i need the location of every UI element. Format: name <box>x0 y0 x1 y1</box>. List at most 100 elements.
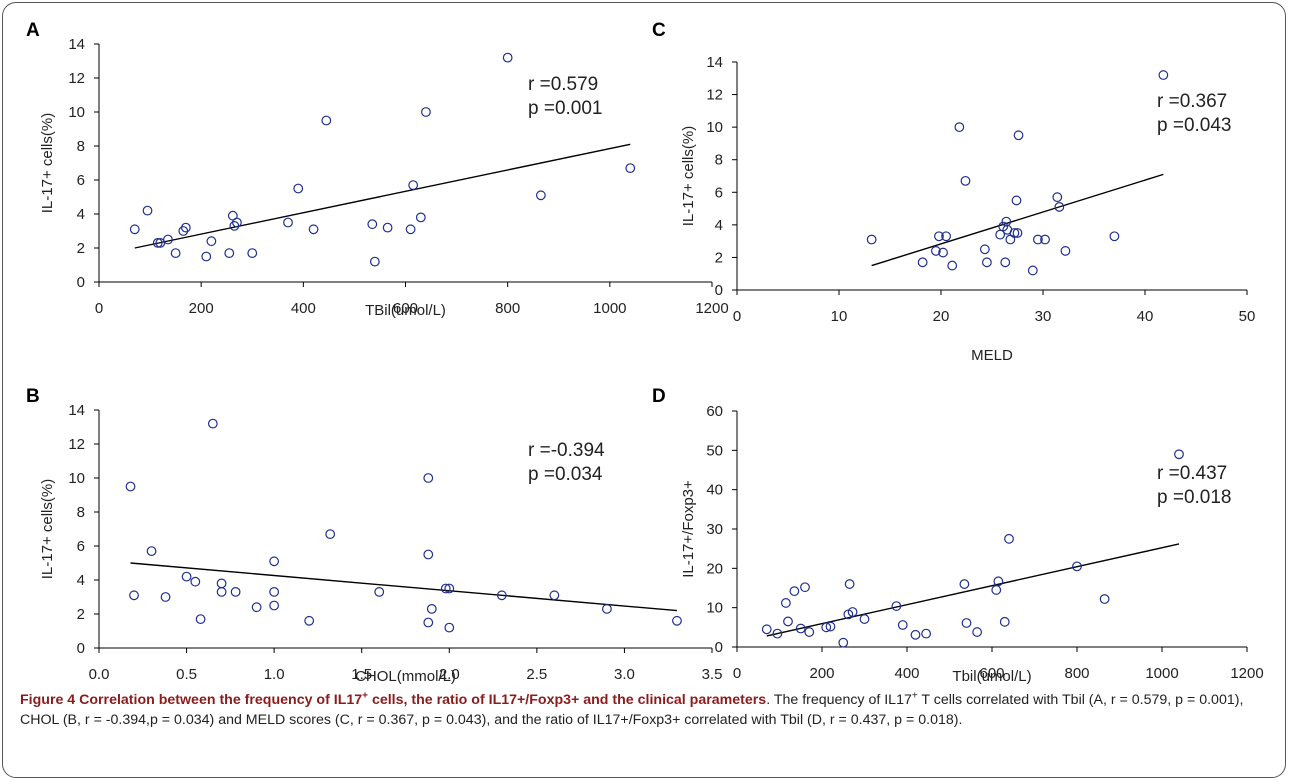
data-point-b <box>269 587 280 597</box>
trend-line-d <box>766 543 1180 637</box>
data-point-a <box>421 107 431 117</box>
stat-annotation-c: p =0.043 <box>1157 115 1232 136</box>
data-point-a <box>142 205 153 216</box>
x-tick-label-b: 0.5 <box>176 666 197 683</box>
data-point-a <box>535 190 546 201</box>
data-point-d <box>780 598 791 608</box>
x-tick-label-c: 30 <box>1035 308 1052 325</box>
data-point-a <box>163 234 173 245</box>
data-point-d <box>838 637 849 648</box>
data-point-a <box>170 248 181 259</box>
y-tick-label-d: 10 <box>706 600 723 617</box>
data-point-b <box>146 546 157 556</box>
y-tick-label-b: 4 <box>77 572 85 589</box>
y-axis-label-a: IL-17+ cells(%) <box>39 113 56 213</box>
data-point-b <box>549 590 560 601</box>
data-point-d <box>961 618 972 628</box>
data-point-b <box>269 556 280 567</box>
panel-letter-b: B <box>26 386 40 407</box>
x-tick-label-c: 20 <box>933 308 950 325</box>
x-tick-label-a: 600 <box>393 300 418 317</box>
data-point-b <box>444 583 455 594</box>
figure-caption: Figure 4 Correlation between the frequen… <box>20 690 1244 728</box>
y-tick-label-d: 50 <box>706 442 723 459</box>
y-tick-label-c: 6 <box>715 184 723 201</box>
panel-letter-c: C <box>652 20 666 41</box>
data-point-d <box>999 616 1010 627</box>
data-point-c <box>954 122 965 133</box>
data-point-a <box>180 222 191 233</box>
data-point-a <box>247 248 258 259</box>
y-tick-label-d: 30 <box>706 521 723 538</box>
data-point-d <box>891 601 902 611</box>
data-point-d <box>1174 449 1184 460</box>
y-tick-label-c: 10 <box>706 119 723 136</box>
data-point-c <box>1011 195 1022 206</box>
stat-annotation-c: r =0.367 <box>1157 91 1227 112</box>
stat-annotation-d: r =0.437 <box>1157 463 1227 484</box>
data-point-d <box>772 628 783 639</box>
trend-line-a <box>134 143 631 249</box>
data-point-d <box>921 628 932 639</box>
data-point-c <box>941 231 951 242</box>
y-tick-label-a: 2 <box>77 240 85 257</box>
data-point-d <box>959 579 970 589</box>
data-point-b <box>125 481 136 492</box>
data-point-d <box>783 616 793 627</box>
y-tick-label-b: 14 <box>68 402 85 419</box>
data-point-a <box>382 222 393 233</box>
data-point-c <box>1109 231 1120 242</box>
data-point-c <box>934 231 944 242</box>
x-tick-label-d: 400 <box>894 665 919 682</box>
panel-letter-a: A <box>26 20 40 41</box>
data-point-a <box>405 224 416 235</box>
x-tick-label-c: 50 <box>1239 308 1256 325</box>
x-tick-label-a: 1000 <box>593 300 626 317</box>
panel-a: A 0 2 4 6 8 10 12 14 0 200 400 600 800 1000 1200 TBil(um… <box>26 20 729 319</box>
x-axis-label-b: CHOL(mmol/L) <box>355 668 456 685</box>
y-axis-label-d: IL-17+/Foxp3+ <box>680 480 697 578</box>
y-tick-label-a: 10 <box>68 104 85 121</box>
x-axis-label-d: Tbil(umol/L) <box>952 668 1031 685</box>
data-point-b <box>672 615 682 626</box>
y-tick-label-d: 40 <box>706 482 723 499</box>
y-tick-label-d: 20 <box>706 560 723 577</box>
caption-title: Figure 4 Correlation between the frequen… <box>20 690 767 708</box>
data-point-b <box>423 473 434 483</box>
x-tick-label-d: 800 <box>1064 665 1089 682</box>
panel-b: B 0 2 4 6 8 10 12 14 0.0 0.5 1.0 1.5 2.0 2.5 3.0 3.5 CHOL… <box>26 386 722 685</box>
data-point-b <box>602 604 612 614</box>
data-point-d <box>859 614 870 624</box>
y-axis-label-b: IL-17+ cells(%) <box>39 479 56 579</box>
data-point-a <box>229 220 240 231</box>
data-point-b <box>440 583 451 594</box>
data-point-c <box>1032 234 1043 245</box>
x-tick-label-d: 600 <box>979 665 1004 682</box>
data-point-b <box>444 622 455 633</box>
data-point-d <box>1072 561 1082 572</box>
data-point-b <box>496 590 507 601</box>
y-tick-label-c: 2 <box>715 249 723 266</box>
data-point-d <box>972 627 983 637</box>
caption-body: The frequency of IL17+ T cells correlate… <box>20 690 1244 728</box>
x-tick-label-b: 1.5 <box>351 666 372 683</box>
y-tick-label-a: 4 <box>77 206 85 223</box>
data-point-c <box>1158 70 1169 80</box>
data-point-c <box>947 260 958 271</box>
y-tick-label-c: 0 <box>715 282 723 299</box>
x-tick-label-d: 1000 <box>1145 665 1178 682</box>
stat-annotation-b: p =0.034 <box>528 464 603 485</box>
data-point-c <box>995 229 1006 240</box>
x-tick-label-b: 2.5 <box>526 666 547 683</box>
data-point-b <box>304 615 315 626</box>
x-tick-label-c: 10 <box>831 308 848 325</box>
y-tick-label-b: 12 <box>68 436 85 453</box>
x-tick-label-b: 2.0 <box>439 666 460 683</box>
data-point-b <box>251 602 262 613</box>
data-point-d <box>910 629 921 640</box>
data-point-d <box>761 624 772 635</box>
data-point-c <box>917 257 928 268</box>
